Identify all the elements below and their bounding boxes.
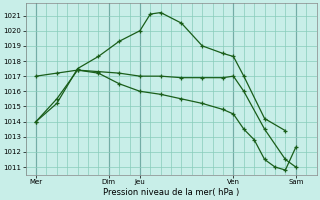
X-axis label: Pression niveau de la mer( hPa ): Pression niveau de la mer( hPa ) — [103, 188, 239, 197]
